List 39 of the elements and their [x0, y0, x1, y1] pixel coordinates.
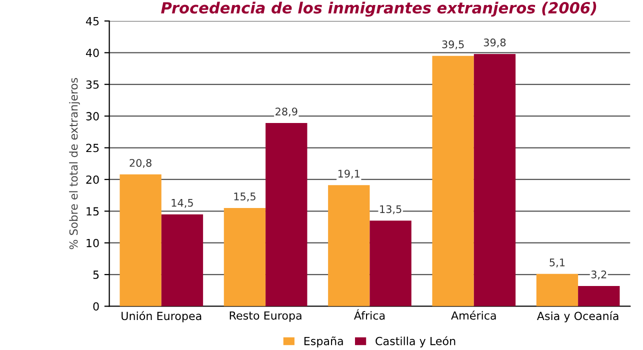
bar: [328, 185, 370, 306]
data-label: 5,1: [550, 258, 565, 268]
legend-label: España: [304, 336, 343, 348]
bar: [578, 286, 620, 306]
y-tick-label: 25: [86, 144, 99, 152]
y-axis-title: % Sobre el total de extranjeros: [69, 78, 80, 250]
data-label: 13,5: [380, 205, 402, 214]
y-tick-label: 10: [86, 238, 99, 248]
data-label: 20,8: [130, 158, 152, 168]
x-tick-label: África: [354, 309, 385, 320]
data-label: 15,5: [234, 192, 256, 202]
y-tick-label: 5: [93, 270, 99, 279]
x-tick-label: Asia y Oceanía: [536, 311, 618, 322]
data-label: 3,2: [591, 270, 606, 280]
data-label: 14,5: [172, 199, 193, 208]
x-tick-label: América: [451, 310, 496, 320]
y-tick-label: 20: [86, 175, 99, 184]
legend-label: Castilla y León: [376, 336, 456, 348]
x-tick-label: Resto Europa: [230, 311, 302, 322]
data-label: 28,9: [276, 108, 298, 117]
x-tick-label: Unión Europea: [122, 311, 202, 322]
y-tick-label: 45: [86, 17, 99, 26]
bar: [536, 274, 578, 306]
y-tick-label: 35: [86, 80, 99, 89]
data-label: 39,8: [484, 38, 506, 48]
y-tick-label: 40: [86, 48, 99, 58]
bar: [266, 123, 308, 306]
bar: [432, 56, 474, 306]
y-tick-label: 0: [93, 302, 99, 311]
bar: [370, 220, 412, 306]
chart-title: Procedencia de los inmigrantes extranjeros (2006): [161, 2, 596, 17]
bar: [474, 54, 516, 306]
data-label: 19,1: [338, 170, 360, 179]
bar: [224, 208, 266, 306]
y-tick-label: 30: [86, 112, 99, 120]
bar: [161, 214, 204, 306]
y-tick-label: 15: [86, 207, 99, 216]
data-label: 39,5: [442, 40, 464, 50]
bar: [120, 174, 162, 306]
